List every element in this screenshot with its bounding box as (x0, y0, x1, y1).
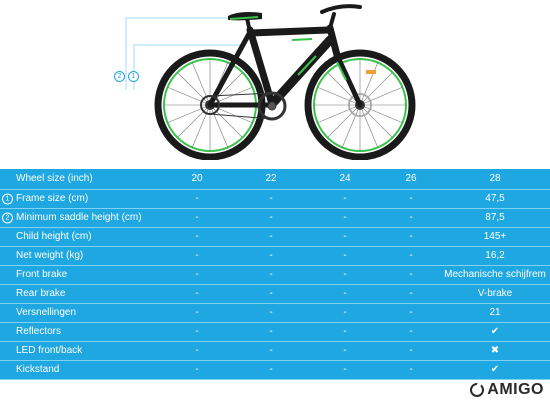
row-label: Front brake (0, 265, 160, 285)
row-label: Reflectors (0, 322, 160, 342)
dimension-marker-2: 2 (114, 71, 125, 82)
dimension-badge: 2 (2, 212, 13, 223)
size-column-24: 24 (308, 169, 382, 190)
row-value: - (382, 246, 440, 266)
amigo-logo-icon (470, 383, 485, 397)
row-value: ✔ (440, 360, 550, 380)
row-value: - (382, 208, 440, 228)
table-row: Versnellingen - - - -21 (0, 303, 550, 323)
table-row: 2 Minimum saddle height (cm) - - - -87,5 (0, 208, 550, 228)
header-label: Wheel size (inch) (0, 169, 160, 190)
row-value: V-brake (440, 284, 550, 304)
row-value: - (234, 265, 308, 285)
table-row: Kickstand - - - - ✔ (0, 360, 550, 380)
row-value: - (234, 189, 308, 209)
row-label: Kickstand (0, 360, 160, 380)
row-label: Net weight (kg) (0, 246, 160, 266)
row-value: - (308, 322, 382, 342)
row-value: Mechanische schijfrem (440, 265, 550, 285)
row-value: - (160, 227, 234, 247)
row-label: LED front/back (0, 341, 160, 361)
row-value: - (160, 246, 234, 266)
row-value: - (308, 208, 382, 228)
row-value: - (234, 246, 308, 266)
row-value: - (234, 341, 308, 361)
row-label-text: Net weight (kg) (16, 250, 84, 261)
row-value: - (160, 265, 234, 285)
row-value: - (160, 303, 234, 323)
table-row: Rear brake - - - - V-brake (0, 284, 550, 304)
row-value: - (308, 303, 382, 323)
table-row: Front brake - - - - Mechanische schijfrem (0, 265, 550, 285)
bicycle-illustration (125, 4, 416, 160)
size-column-28: 28 (440, 169, 550, 190)
row-value: - (382, 189, 440, 209)
row-value: 16,2 (440, 246, 550, 266)
row-value: - (160, 360, 234, 380)
table-row: Net weight (kg) - - - -16,2 (0, 246, 550, 266)
dimension-marker-1: 1 (128, 71, 139, 82)
table-row: LED front/back - - - - ✖ (0, 341, 550, 361)
row-label: 1 Frame size (cm) (0, 189, 160, 209)
row-value: ✖ (440, 341, 550, 361)
row-value: ✔ (440, 322, 550, 342)
row-value: - (160, 208, 234, 228)
row-value: - (234, 227, 308, 247)
row-label: Child height (cm) (0, 227, 160, 247)
row-value: - (160, 284, 234, 304)
row-label: Versnellingen (0, 303, 160, 323)
row-label-text: Minimum saddle height (cm) (16, 212, 142, 223)
row-value: - (308, 227, 382, 247)
row-value: - (160, 189, 234, 209)
row-value: - (382, 265, 440, 285)
brand-logo: AMIGO (470, 381, 544, 399)
row-value: - (308, 341, 382, 361)
row-value: - (382, 341, 440, 361)
size-column-26: 26 (382, 169, 440, 190)
drivetrain (200, 91, 287, 121)
size-column-22: 22 (234, 169, 308, 190)
row-value: - (160, 322, 234, 342)
row-label-text: Frame size (cm) (16, 193, 89, 204)
row-value: - (308, 360, 382, 380)
row-value: - (160, 341, 234, 361)
row-value: 87,5 (440, 208, 550, 228)
row-value: - (382, 322, 440, 342)
row-value: - (382, 284, 440, 304)
row-value: - (308, 246, 382, 266)
row-value: - (308, 189, 382, 209)
row-value: - (308, 265, 382, 285)
row-label-text: Versnellingen (16, 307, 77, 318)
row-value: - (234, 208, 308, 228)
size-column-20: 20 (160, 169, 234, 190)
row-value: 145+ (440, 227, 550, 247)
dimension-badge: 1 (2, 193, 13, 204)
row-value: - (234, 322, 308, 342)
table-row: Child height (cm) - - - -145+ (0, 227, 550, 247)
row-label-text: Kickstand (16, 364, 60, 375)
table-row: 1 Frame size (cm) - - - -47,5 (0, 189, 550, 209)
row-value: - (308, 284, 382, 304)
table-row: Reflectors - - - - ✔ (0, 322, 550, 342)
rear-reflector (366, 70, 376, 74)
row-value: - (234, 360, 308, 380)
row-value: - (234, 303, 308, 323)
row-value: 47,5 (440, 189, 550, 209)
row-label-text: LED front/back (16, 345, 83, 356)
row-value: - (234, 284, 308, 304)
row-label-text: Child height (cm) (16, 231, 92, 242)
row-value: 21 (440, 303, 550, 323)
row-label-text: Reflectors (16, 326, 62, 337)
row-label-text: Front brake (16, 269, 68, 280)
size-spec-table: Wheel size (inch) 20 22 24 26 28 1 Frame … (0, 169, 550, 380)
row-label: 2 Minimum saddle height (cm) (0, 208, 160, 228)
frame-accents (291, 38, 347, 81)
brand-name: AMIGO (487, 381, 544, 398)
row-value: - (382, 360, 440, 380)
row-value: - (382, 303, 440, 323)
row-label-text: Rear brake (16, 288, 66, 299)
table-header-row: Wheel size (inch) 20 22 24 26 28 (0, 169, 550, 190)
row-value: - (382, 227, 440, 247)
row-label: Rear brake (0, 284, 160, 304)
